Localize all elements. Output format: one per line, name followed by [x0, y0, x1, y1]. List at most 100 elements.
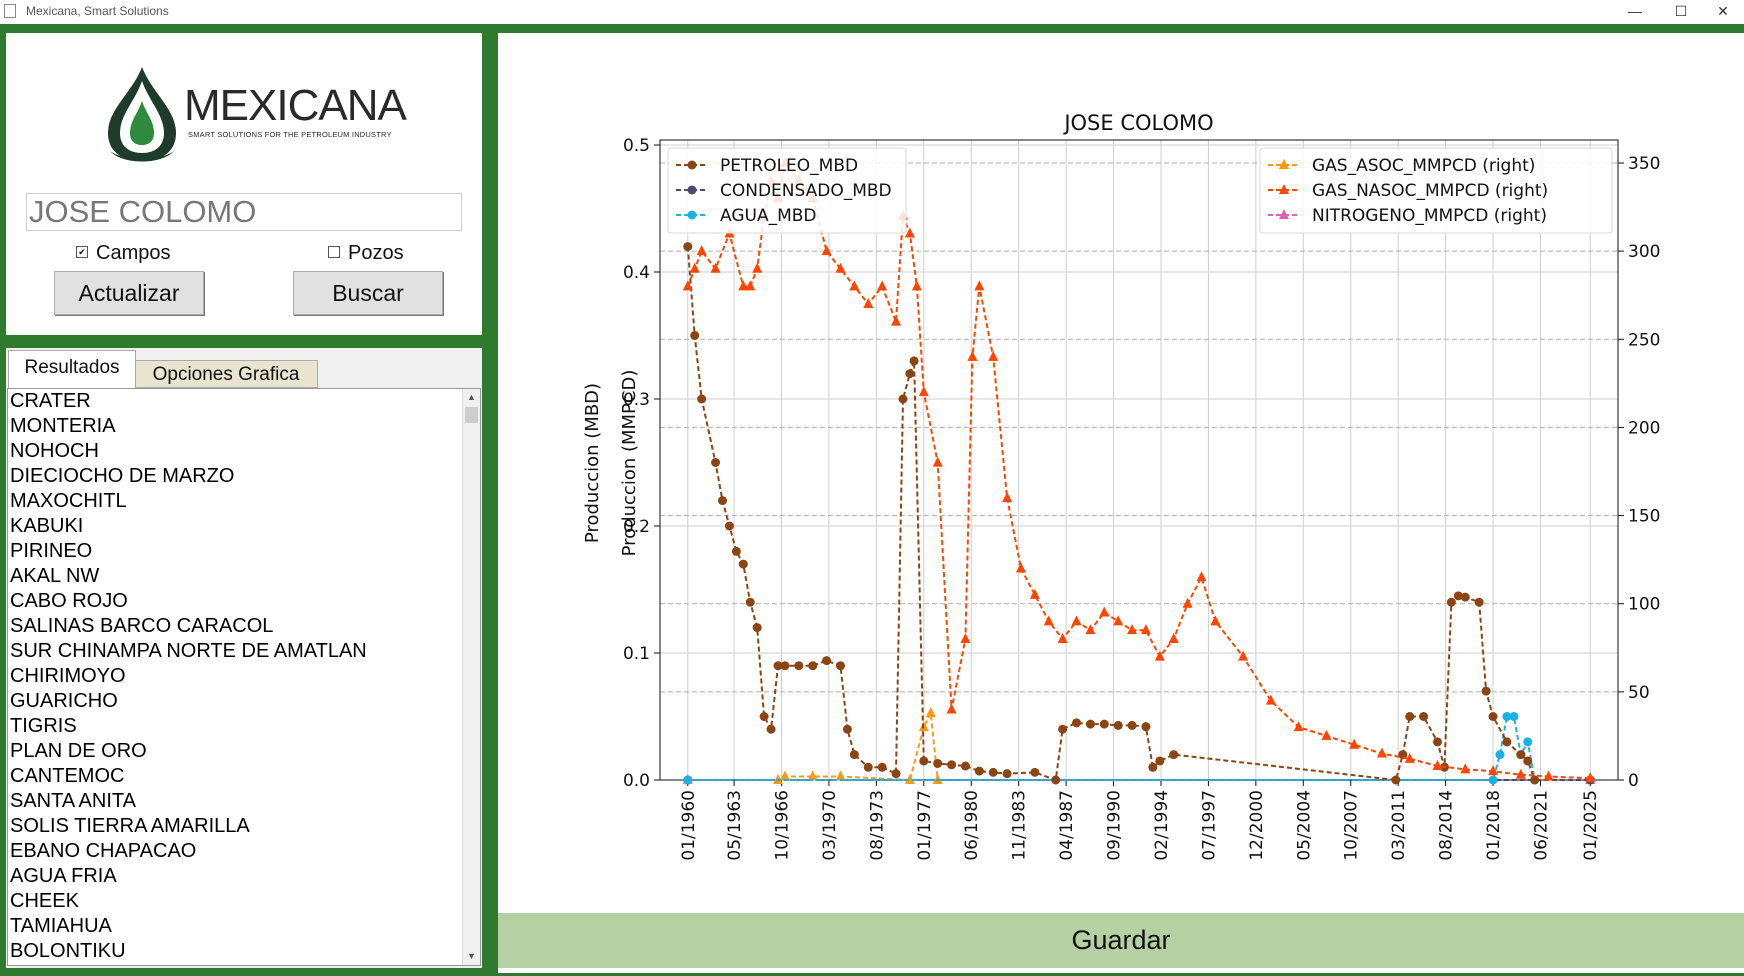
data-point [1030, 767, 1040, 777]
data-point [683, 775, 693, 785]
data-point [779, 770, 790, 781]
results-list[interactable]: CRATER MONTERIA NOHOCH DIECIOCHO DE MARZO MA… [7, 388, 481, 966]
data-point [766, 724, 776, 734]
list-item[interactable]: SOLIS TIERRA AMARILLA [10, 815, 250, 837]
scroll-down-icon[interactable]: ▼ [467, 951, 476, 961]
data-point [849, 750, 859, 760]
chart-panel: JOSE COLOMO 01/1960 05/1963 10/1966 03/1970 0… [498, 33, 1744, 973]
data-point [780, 661, 790, 671]
guardar-button[interactable]: Guardar [498, 913, 1744, 968]
list-item[interactable]: GUARICHO [10, 690, 118, 712]
data-point [752, 623, 762, 633]
legend-box [1259, 147, 1613, 234]
data-point [794, 661, 804, 671]
series-line [687, 709, 939, 782]
y-axis-label-right: Produccion (MMPCD) [619, 370, 640, 557]
data-point [1433, 737, 1443, 747]
legend-marker [687, 185, 697, 195]
data-point [1543, 770, 1554, 781]
search-input[interactable]: JOSE COLOMO [26, 193, 462, 231]
check-icon: ✔ [76, 245, 88, 258]
data-point [849, 280, 860, 291]
list-item[interactable]: SANTA ANITA [10, 790, 136, 812]
data-point [1182, 597, 1193, 608]
data-point [745, 280, 756, 291]
list-item[interactable]: TAMIAHUA [10, 915, 112, 937]
legend-entry: NITROGENO_MMPCD (right) [1312, 206, 1547, 226]
data-point [1029, 588, 1040, 599]
x-tick-label: 07/1997 [1199, 790, 1219, 861]
x-tick-label: 10/1966 [772, 790, 792, 861]
list-item[interactable]: CANTEMOC [10, 765, 125, 787]
x-tick-label: 02/1994 [1152, 790, 1172, 861]
data-point [808, 661, 818, 671]
data-point [898, 394, 908, 404]
legend-marker [687, 210, 697, 220]
data-point [731, 546, 741, 556]
data-point [946, 703, 957, 714]
list-scrollbar[interactable]: ▲ ▼ [462, 389, 480, 965]
data-point [1460, 592, 1470, 602]
list-item[interactable]: CHEEK [10, 890, 79, 912]
data-point [835, 262, 846, 273]
data-point [974, 766, 984, 776]
legend-marker [1279, 184, 1289, 194]
data-point [1349, 738, 1360, 749]
list-item[interactable]: SUR CHINAMPA NORTE DE AMATLAN [10, 640, 367, 662]
list-item[interactable]: BOLONTIKU [10, 940, 126, 962]
data-point [1502, 712, 1512, 721]
data-point [1446, 597, 1456, 607]
list-item[interactable]: MONTERIA [10, 415, 116, 437]
actualizar-button[interactable]: Actualizar [54, 271, 204, 315]
window-title: Mexicana, Smart Solutions [26, 4, 169, 18]
y-axis-label-left: Produccion (MBD) [582, 383, 603, 543]
maximize-icon[interactable]: ☐ [1674, 3, 1688, 19]
data-point [1085, 624, 1096, 635]
list-item[interactable]: DIECIOCHO DE MARZO [10, 465, 235, 487]
tab-resultados[interactable]: Resultados [8, 350, 136, 388]
y-tick-label-right: 0 [1628, 771, 1639, 791]
scroll-thumb[interactable] [465, 407, 478, 423]
logo-name: MEXICANA [184, 81, 407, 130]
data-point [807, 770, 818, 781]
close-icon[interactable]: ✕ [1717, 3, 1729, 19]
x-tick-label: 04/1987 [1057, 790, 1077, 861]
data-point [932, 456, 943, 467]
x-tick-label: 09/1990 [1105, 790, 1125, 861]
legend-entry: PETROLEO_MBD [720, 156, 858, 176]
x-tick-label: 08/1973 [867, 790, 887, 861]
pozos-checkbox[interactable]: Pozos [328, 242, 404, 265]
data-point [745, 597, 755, 607]
data-point [738, 559, 748, 569]
data-point [960, 761, 970, 771]
buscar-button[interactable]: Buscar [293, 271, 443, 315]
tab-opciones-grafica[interactable]: Opciones Grafica [134, 360, 318, 388]
list-item[interactable]: CHIRIMOYO [10, 665, 126, 687]
list-item[interactable]: AKAL NW [10, 565, 100, 587]
data-point [842, 724, 852, 734]
list-item[interactable]: MAXOCHITL [10, 490, 127, 512]
list-item[interactable]: CRATER [10, 390, 91, 412]
scroll-up-icon[interactable]: ▲ [467, 392, 476, 402]
data-point [1099, 719, 1109, 729]
list-item[interactable]: PIRINEO [10, 540, 93, 562]
logo-tagline: SMART SOLUTIONS FOR THE PETROLEUM INDUST… [188, 130, 392, 139]
data-point [877, 280, 888, 291]
minimize-icon[interactable]: — [1628, 3, 1642, 19]
x-tick-label: 06/1980 [962, 790, 982, 861]
list-item[interactable]: AGUA FRIA [10, 865, 117, 887]
y-tick-label-right: 200 [1628, 418, 1660, 438]
app-icon [4, 4, 16, 18]
x-tick-label: 10/2007 [1342, 790, 1362, 861]
list-item[interactable]: CABO ROJO [10, 590, 128, 612]
list-item[interactable]: KABUKI [10, 515, 84, 537]
list-item[interactable]: EBANO CHAPACAO [10, 840, 197, 862]
campos-checkbox[interactable]: ✔ Campos [76, 242, 170, 265]
list-item[interactable]: NOHOCH [10, 440, 99, 462]
data-point [1002, 769, 1012, 779]
list-item[interactable]: TIGRIS [10, 715, 77, 737]
data-point [1523, 756, 1533, 766]
data-point [1515, 768, 1526, 779]
list-item[interactable]: PLAN DE ORO [10, 740, 147, 762]
list-item[interactable]: SALINAS BARCO CARACOL [10, 615, 274, 637]
